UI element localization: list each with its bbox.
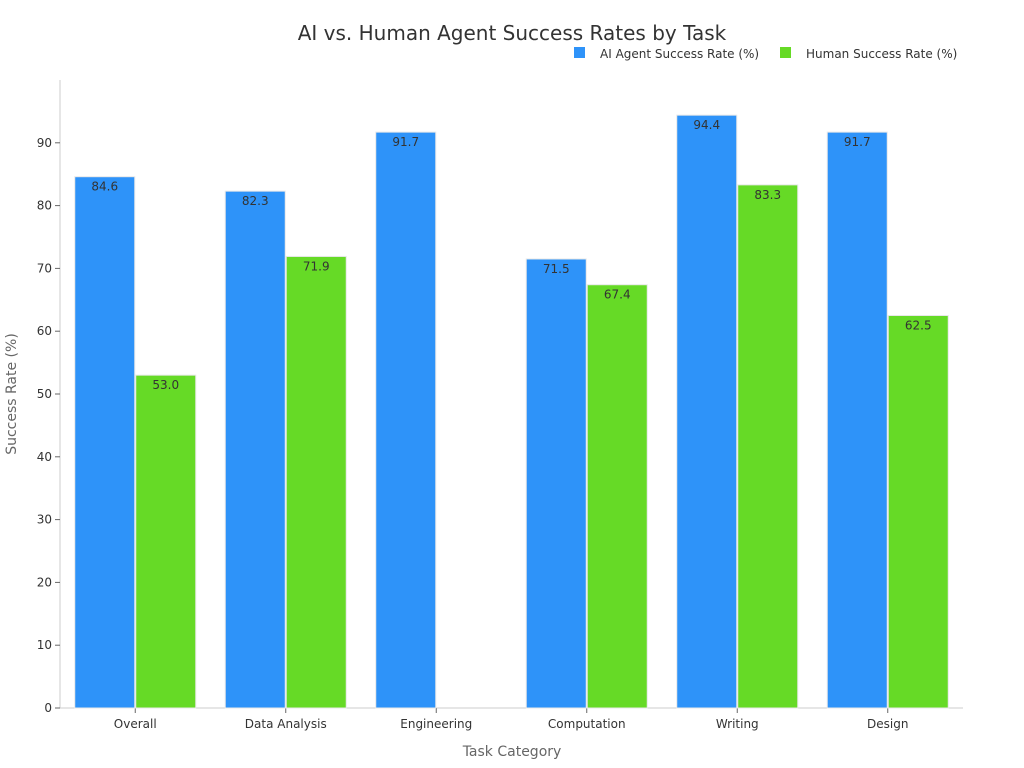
- y-tick-label: 80: [37, 199, 52, 213]
- data-label: 94.4: [693, 118, 720, 132]
- legend-swatch-ai: [574, 47, 585, 58]
- y-tick-label: 60: [37, 324, 52, 338]
- data-label: 91.7: [392, 135, 419, 149]
- legend-label-human: Human Success Rate (%): [806, 47, 957, 61]
- legend-label-ai: AI Agent Success Rate (%): [600, 47, 759, 61]
- x-tick-label: Data Analysis: [245, 717, 327, 731]
- x-axis-title: Task Category: [462, 744, 562, 760]
- data-label: 83.3: [754, 188, 781, 202]
- chart-title: AI vs. Human Agent Success Rates by Task: [298, 21, 727, 45]
- bar-ai-design[interactable]: [826, 131, 888, 709]
- y-tick-label: 90: [37, 136, 52, 150]
- y-tick-label: 50: [37, 387, 52, 401]
- bar-ai-overall[interactable]: [74, 176, 136, 709]
- bar-ai-computation[interactable]: [525, 258, 587, 709]
- bar-human-design[interactable]: [887, 315, 949, 709]
- data-label: 71.9: [303, 259, 330, 273]
- data-label: 82.3: [242, 194, 269, 208]
- data-label: 84.6: [91, 180, 118, 194]
- data-label: 67.4: [604, 288, 631, 302]
- bar-human-writing[interactable]: [737, 184, 799, 709]
- x-tick-label: Design: [867, 717, 908, 731]
- legend-swatch-human: [780, 47, 791, 58]
- x-tick-label: Writing: [716, 717, 759, 731]
- axes: 0 10 20 30 40 50 60 70 80 90 Overall Data Analysis E…: [37, 80, 963, 731]
- data-label: 71.5: [543, 262, 570, 276]
- data-label: 91.7: [844, 135, 871, 149]
- bar-ai-writing[interactable]: [676, 114, 738, 709]
- data-label: 62.5: [905, 319, 932, 333]
- bar-human-overall[interactable]: [135, 374, 197, 709]
- bars-group: [74, 114, 949, 709]
- data-label: 53.0: [152, 378, 179, 392]
- bar-ai-engineering[interactable]: [375, 131, 437, 709]
- bar-labels-group: 84.6 53.0 82.3 71.9 91.7 71.5 67.4 94.4 83.3 91.7…: [91, 118, 931, 392]
- bar-human-computation[interactable]: [586, 284, 648, 709]
- x-tick-label: Overall: [114, 717, 157, 731]
- y-tick-label: 10: [37, 638, 52, 652]
- bar-ai-data-analysis[interactable]: [224, 190, 286, 709]
- legend: AI Agent Success Rate (%) Human Success …: [574, 47, 957, 61]
- x-tick-label: Engineering: [400, 717, 472, 731]
- y-axis-title: Success Rate (%): [4, 333, 20, 455]
- y-tick-label: 20: [37, 575, 52, 589]
- y-tick-label: 70: [37, 261, 52, 275]
- x-tick-label: Computation: [548, 717, 626, 731]
- y-tick-label: 0: [44, 701, 52, 715]
- y-tick-label: 30: [37, 513, 52, 527]
- y-tick-label: 40: [37, 450, 52, 464]
- bar-human-data-analysis[interactable]: [285, 255, 347, 709]
